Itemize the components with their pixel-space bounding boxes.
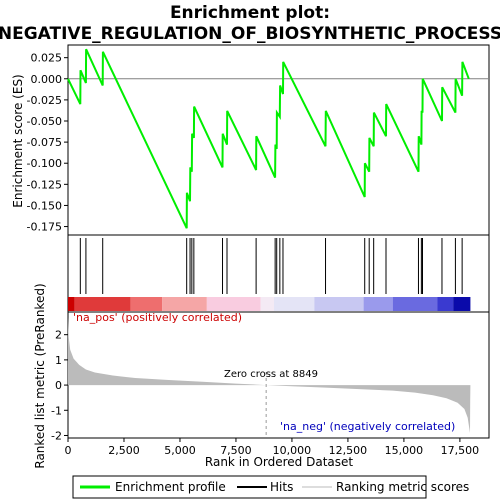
chart-title-line2: NEGATIVE_REGULATION_OF_BIOSYNTHETIC_PROC… <box>0 24 500 44</box>
legend-label-ranking-metric: Ranking metric scores <box>336 480 469 494</box>
legend-label-enrichment-profile: Enrichment profile <box>115 480 226 494</box>
colorbar-segment <box>68 297 75 311</box>
metric-y-axis-label: Ranked list metric (PreRanked) <box>33 283 47 468</box>
legend-label-hits: Hits <box>270 480 293 494</box>
es-tick-label: -0.150 <box>27 199 62 212</box>
es-y-ticks: 0.025 0.000 -0.025 -0.050 -0.075 -0.100 -0.125… <box>27 52 68 234</box>
metric-tick-label: -1 <box>51 404 62 417</box>
x-axis-ticks: 0 2,500 5,000 7,500 10,000 12,500 15,000 17,500 <box>65 438 480 457</box>
metric-panel: 2 1 0 -1 -2 'na_pos' (positively correlated)… <box>51 311 490 442</box>
colorbar-segment <box>130 297 163 311</box>
x-tick-label: 5,000 <box>164 444 196 457</box>
metric-tick-label: -2 <box>51 429 62 442</box>
enrichment-profile-line <box>67 48 470 229</box>
colorbar-segment <box>162 297 207 311</box>
x-tick-label: 17,500 <box>441 444 480 457</box>
es-y-axis-label: Enrichment score (ES) <box>11 74 25 207</box>
colorbar-segment <box>453 297 471 311</box>
colorbar-segment <box>392 297 438 311</box>
x-tick-label: 12,500 <box>329 444 368 457</box>
colorbar-segment <box>274 297 315 311</box>
x-tick-label: 2,500 <box>108 444 140 457</box>
chart-title-line1: Enrichment plot: <box>170 3 330 23</box>
metric-tick-label: 0 <box>55 379 62 392</box>
es-tick-label: -0.050 <box>27 115 62 128</box>
colorbar-segment <box>363 297 393 311</box>
es-panel: 0.025 0.000 -0.025 -0.050 -0.075 -0.100 -0.125… <box>27 44 490 236</box>
es-panel-frame <box>67 44 490 236</box>
es-tick-label: -0.075 <box>27 136 62 149</box>
es-tick-label: -0.025 <box>27 94 62 107</box>
x-tick-label: 10,000 <box>273 444 312 457</box>
x-axis-label: Rank in Ordered Dataset <box>205 455 353 469</box>
metric-tick-label: 1 <box>55 354 62 367</box>
x-tick-label: 0 <box>65 444 72 457</box>
metric-tick-label: 2 <box>55 329 62 342</box>
colorbar-segment <box>74 297 131 311</box>
metric-panel-frame <box>67 311 490 439</box>
zero-cross-label: Zero cross at 8849 <box>224 369 318 380</box>
x-tick-label: 7,500 <box>220 444 252 457</box>
es-tick-label: -0.100 <box>27 157 62 170</box>
colorbar-segment <box>437 297 454 311</box>
legend: Enrichment profile Hits Ranking metric s… <box>72 475 469 499</box>
colorbar-segment <box>206 297 261 311</box>
colorbar-segment <box>314 297 364 311</box>
neg-correlated-label: 'na_neg' (negatively correlated) <box>280 420 455 433</box>
metric-y-ticks: 2 1 0 -1 -2 <box>51 329 68 442</box>
es-tick-label: 0.025 <box>31 52 63 65</box>
colorbar-segment <box>260 297 275 311</box>
hit-markers <box>79 238 463 294</box>
es-tick-label: -0.175 <box>27 221 62 234</box>
es-tick-label: 0.000 <box>31 73 63 86</box>
pos-correlated-label: 'na_pos' (positively correlated) <box>73 311 242 324</box>
es-tick-label: -0.125 <box>27 178 62 191</box>
rank-colorbar <box>68 297 471 311</box>
hits-panel <box>67 234 490 313</box>
x-tick-label: 15,000 <box>385 444 424 457</box>
